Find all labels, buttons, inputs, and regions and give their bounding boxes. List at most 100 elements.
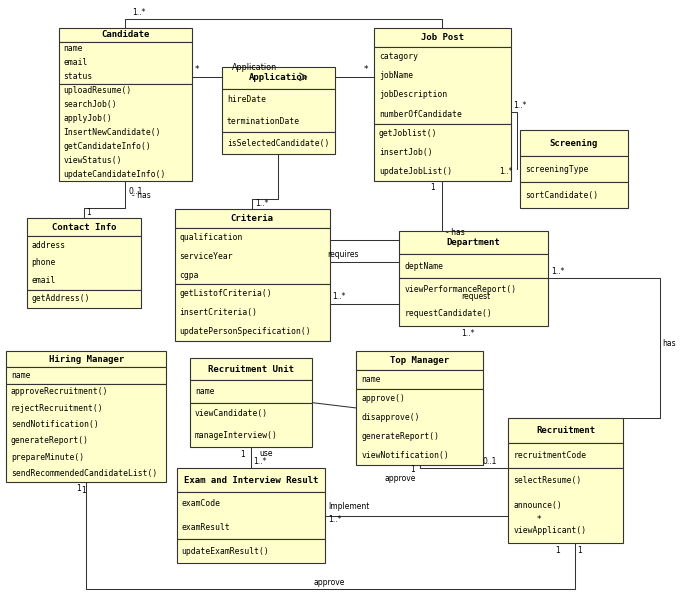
Text: updatePersonSpecification(): updatePersonSpecification() — [179, 327, 311, 336]
Text: name: name — [195, 387, 214, 396]
Text: sendRecommendedCandidateList(): sendRecommendedCandidateList() — [11, 469, 157, 478]
Text: Department: Department — [447, 238, 501, 247]
Text: name: name — [11, 371, 31, 380]
Bar — [174, 285, 330, 341]
Text: 1: 1 — [87, 207, 92, 216]
Text: - has: - has — [132, 191, 151, 200]
Text: 1: 1 — [81, 486, 85, 495]
Text: use: use — [259, 449, 273, 458]
Bar — [374, 47, 510, 124]
Text: getCandidateInfo(): getCandidateInfo() — [64, 142, 151, 151]
Text: jobDescription: jobDescription — [379, 90, 447, 99]
Text: InsertNewCandidate(): InsertNewCandidate() — [64, 128, 161, 137]
Text: approve: approve — [313, 578, 345, 587]
Bar — [190, 403, 311, 447]
Text: 1: 1 — [410, 465, 415, 474]
Text: Recruitment: Recruitment — [536, 426, 596, 435]
Bar — [400, 230, 548, 254]
Bar — [6, 384, 167, 482]
Bar — [27, 218, 141, 236]
Text: Hiring Manager: Hiring Manager — [48, 355, 124, 364]
Text: approve: approve — [384, 474, 415, 483]
Text: viewStatus(): viewStatus() — [64, 156, 122, 165]
Bar — [374, 28, 510, 47]
Bar — [176, 540, 325, 563]
Text: sortCandidate(): sortCandidate() — [525, 191, 598, 200]
Text: has: has — [663, 339, 676, 348]
Text: 1: 1 — [76, 484, 81, 493]
Text: 1: 1 — [555, 546, 559, 555]
Text: Application: Application — [232, 63, 277, 72]
Bar — [59, 84, 191, 181]
Text: 1..*: 1..* — [132, 8, 145, 17]
Text: updateExamResult(): updateExamResult() — [181, 547, 269, 556]
Bar — [190, 380, 311, 403]
Text: status: status — [64, 72, 93, 81]
Text: examCode: examCode — [181, 499, 221, 508]
Bar — [222, 132, 335, 154]
Text: updateCandidateInfo(): updateCandidateInfo() — [64, 169, 166, 178]
Text: serviceYear: serviceYear — [179, 252, 233, 260]
Text: isSelectedCandidate(): isSelectedCandidate() — [227, 139, 329, 148]
Text: 1: 1 — [578, 546, 583, 555]
Text: manageInterview(): manageInterview() — [195, 432, 278, 440]
Bar — [174, 228, 330, 285]
Text: searchJob(): searchJob() — [64, 100, 117, 109]
Text: approve(): approve() — [361, 394, 405, 403]
Text: rejectRecruitment(): rejectRecruitment() — [11, 404, 104, 412]
Bar — [59, 28, 191, 42]
Bar — [27, 236, 141, 289]
Text: 1..*: 1..* — [461, 329, 475, 338]
Text: email: email — [64, 58, 88, 67]
Text: Implement: Implement — [328, 502, 370, 511]
Text: viewApplicant(): viewApplicant() — [513, 526, 587, 535]
Text: examResult: examResult — [181, 523, 230, 532]
Bar — [509, 469, 623, 543]
Text: Screening: Screening — [550, 139, 598, 148]
Bar — [509, 418, 623, 443]
Bar — [357, 389, 483, 465]
Text: address: address — [31, 241, 66, 250]
Bar — [190, 358, 311, 380]
Text: deptName: deptName — [404, 262, 443, 271]
Bar — [520, 156, 628, 182]
Text: 1..*: 1..* — [255, 198, 268, 207]
Text: catagory: catagory — [379, 52, 418, 61]
Text: 1..*: 1..* — [328, 515, 342, 524]
Text: prepareMinute(): prepareMinute() — [11, 453, 84, 462]
Text: uploadResume(): uploadResume() — [64, 86, 132, 95]
Text: 0..1: 0..1 — [128, 187, 143, 196]
Text: requestCandidate(): requestCandidate() — [404, 309, 492, 318]
Text: getJoblist(): getJoblist() — [379, 128, 438, 137]
Text: *: * — [363, 65, 368, 74]
Text: Exam and Interview Result: Exam and Interview Result — [184, 476, 318, 485]
Text: 1..*: 1..* — [513, 101, 527, 110]
Bar — [357, 351, 483, 370]
Text: viewNotification(): viewNotification() — [361, 451, 449, 460]
Text: numberOfCandidate: numberOfCandidate — [379, 110, 462, 119]
Text: 1..*: 1..* — [550, 267, 564, 276]
Text: terminationDate: terminationDate — [227, 117, 300, 126]
Bar — [222, 67, 335, 89]
Text: viewCandidate(): viewCandidate() — [195, 409, 268, 418]
Text: recruitmentCode: recruitmentCode — [513, 451, 587, 460]
Text: updateJobList(): updateJobList() — [379, 167, 452, 176]
Bar — [174, 209, 330, 228]
Text: jobName: jobName — [379, 71, 413, 80]
Text: request: request — [461, 292, 490, 302]
Text: disapprove(): disapprove() — [361, 413, 420, 422]
Bar — [374, 124, 510, 181]
Bar — [509, 443, 623, 469]
Text: Job Post: Job Post — [421, 33, 464, 42]
Text: 1..*: 1..* — [253, 457, 267, 466]
Bar — [6, 367, 167, 384]
Text: name: name — [361, 375, 380, 384]
Text: insertCriteria(): insertCriteria() — [179, 308, 257, 317]
Text: email: email — [31, 276, 56, 285]
Text: *: * — [194, 65, 199, 74]
Bar — [520, 182, 628, 208]
Text: 0..1: 0..1 — [483, 457, 497, 466]
Text: Contact Info: Contact Info — [52, 223, 116, 232]
Bar — [176, 492, 325, 540]
Text: generateReport(): generateReport() — [361, 432, 439, 441]
